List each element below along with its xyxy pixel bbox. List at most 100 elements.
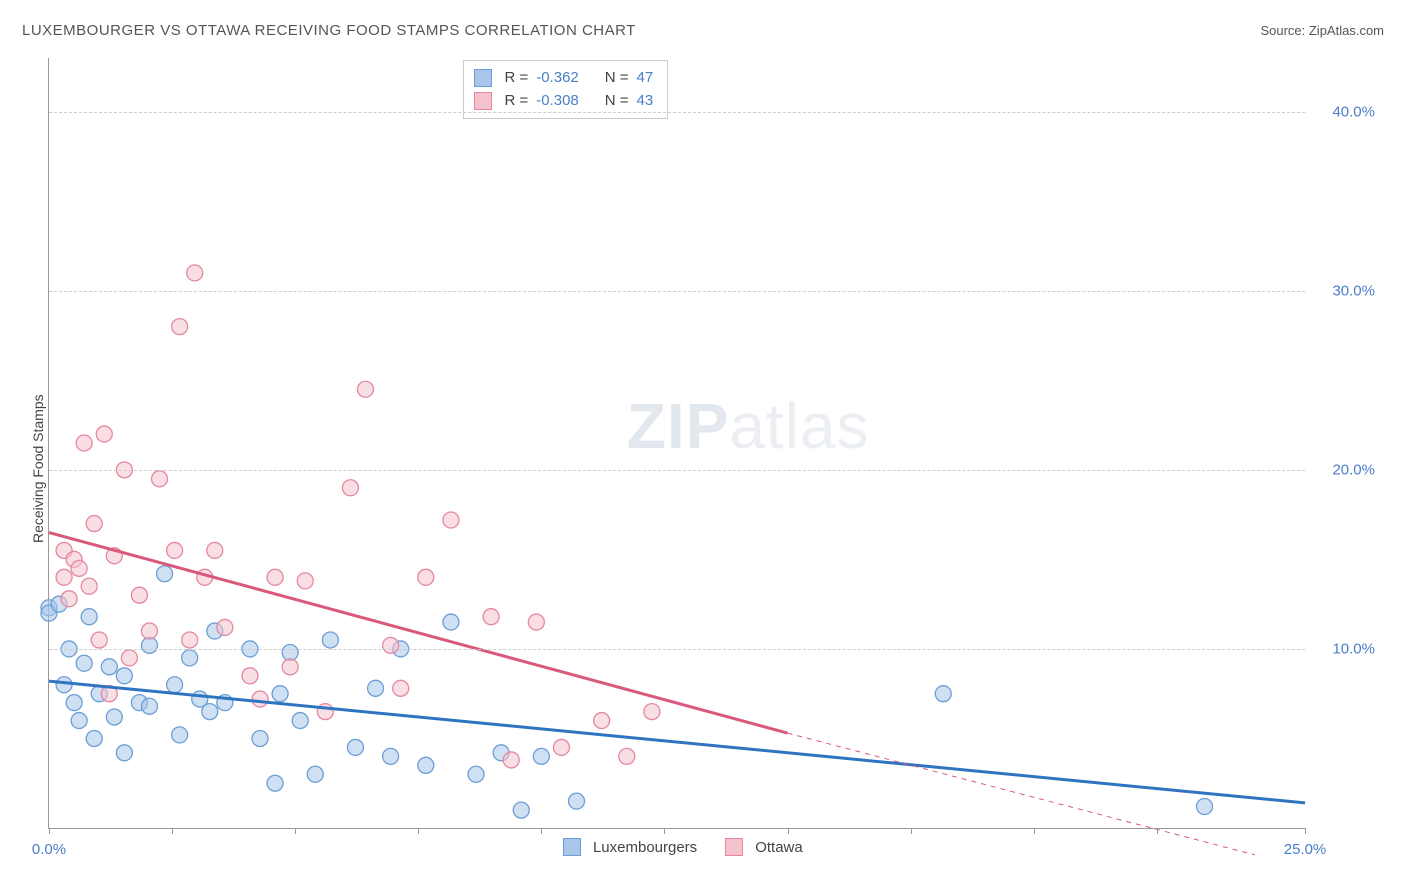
x-tick — [1034, 828, 1035, 834]
scatter-point — [252, 691, 268, 707]
scatter-point — [86, 516, 102, 532]
gridline — [49, 112, 1305, 113]
scatter-point — [106, 709, 122, 725]
y-tick-label: 10.0% — [1315, 640, 1375, 657]
stats-n-label: N = — [605, 90, 629, 113]
scatter-point — [342, 480, 358, 496]
scatter-point — [569, 793, 585, 809]
scatter-point — [86, 730, 102, 746]
scatter-point — [443, 512, 459, 528]
x-tick — [172, 828, 173, 834]
scatter-point — [935, 686, 951, 702]
stats-swatch — [474, 69, 492, 87]
scatter-point — [56, 677, 72, 693]
scatter-point — [172, 319, 188, 335]
scatter-point — [182, 632, 198, 648]
stats-r-label: R = — [504, 67, 528, 90]
scatter-point — [393, 680, 409, 696]
scatter-point — [81, 578, 97, 594]
legend-item: Luxembourgers — [563, 838, 697, 856]
scatter-point — [141, 698, 157, 714]
stats-r-label: R = — [504, 90, 528, 113]
scatter-point — [207, 542, 223, 558]
y-axis-title: Receiving Food Stamps — [30, 394, 46, 543]
y-tick-label: 30.0% — [1315, 282, 1375, 299]
legend-item: Ottawa — [725, 838, 803, 856]
x-tick — [49, 828, 50, 834]
scatter-point — [81, 609, 97, 625]
scatter-point — [182, 650, 198, 666]
legend-swatch — [563, 838, 581, 856]
scatter-point — [644, 704, 660, 720]
scatter-svg — [49, 58, 1305, 828]
scatter-point — [91, 632, 107, 648]
scatter-point — [172, 727, 188, 743]
legend-label: Luxembourgers — [593, 839, 697, 856]
scatter-point — [267, 775, 283, 791]
x-tick — [788, 828, 789, 834]
stats-n-value: 47 — [637, 67, 654, 90]
scatter-point — [157, 566, 173, 582]
scatter-point — [272, 686, 288, 702]
scatter-point — [418, 757, 434, 773]
scatter-point — [594, 713, 610, 729]
scatter-point — [202, 704, 218, 720]
stats-box: R =-0.362N =47R =-0.308N =43 — [463, 60, 668, 119]
legend-swatch — [725, 838, 743, 856]
scatter-point — [71, 713, 87, 729]
scatter-point — [121, 650, 137, 666]
scatter-point — [96, 426, 112, 442]
scatter-point — [513, 802, 529, 818]
chart-header: LUXEMBOURGER VS OTTAWA RECEIVING FOOD ST… — [22, 22, 1384, 39]
scatter-point — [297, 573, 313, 589]
x-tick-label: 25.0% — [1284, 841, 1327, 858]
x-tick — [418, 828, 419, 834]
scatter-point — [187, 265, 203, 281]
stats-row: R =-0.308N =43 — [474, 90, 653, 113]
scatter-point — [167, 542, 183, 558]
scatter-point — [217, 619, 233, 635]
legend-label: Ottawa — [755, 839, 803, 856]
scatter-point — [152, 471, 168, 487]
scatter-point — [483, 609, 499, 625]
scatter-point — [71, 560, 87, 576]
x-tick — [1157, 828, 1158, 834]
x-tick — [1305, 828, 1306, 834]
gridline — [49, 291, 1305, 292]
scatter-point — [468, 766, 484, 782]
x-tick — [664, 828, 665, 834]
scatter-point — [282, 645, 298, 661]
scatter-point — [141, 637, 157, 653]
scatter-point — [553, 739, 569, 755]
scatter-point — [131, 587, 147, 603]
scatter-point — [56, 569, 72, 585]
scatter-point — [61, 591, 77, 607]
source-label: Source: ZipAtlas.com — [1260, 23, 1384, 38]
stats-swatch — [474, 92, 492, 110]
chart-title: LUXEMBOURGER VS OTTAWA RECEIVING FOOD ST… — [22, 22, 636, 39]
scatter-point — [307, 766, 323, 782]
scatter-point — [252, 730, 268, 746]
y-tick-label: 20.0% — [1315, 461, 1375, 478]
stats-row: R =-0.362N =47 — [474, 67, 653, 90]
scatter-point — [383, 637, 399, 653]
x-tick-label: 0.0% — [32, 841, 66, 858]
x-tick — [911, 828, 912, 834]
scatter-point — [368, 680, 384, 696]
scatter-point — [141, 623, 157, 639]
scatter-point — [418, 569, 434, 585]
scatter-point — [242, 668, 258, 684]
scatter-point — [267, 569, 283, 585]
scatter-point — [383, 748, 399, 764]
trend-line — [49, 681, 1305, 803]
scatter-point — [116, 745, 132, 761]
trend-line-dash — [788, 733, 1255, 855]
gridline — [49, 470, 1305, 471]
y-tick-label: 40.0% — [1315, 103, 1375, 120]
scatter-point — [443, 614, 459, 630]
scatter-point — [619, 748, 635, 764]
scatter-point — [66, 695, 82, 711]
trend-line — [49, 533, 788, 734]
stats-r-value: -0.308 — [536, 90, 579, 113]
stats-n-label: N = — [605, 67, 629, 90]
